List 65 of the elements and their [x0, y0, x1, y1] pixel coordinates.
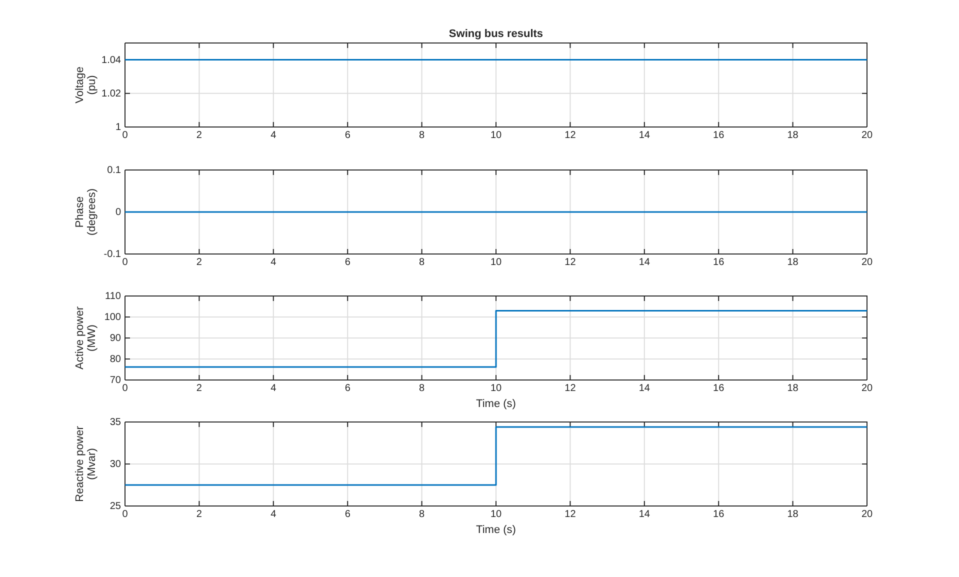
x-tick-label: 4 — [270, 257, 277, 268]
x-axis-title: Time (s) — [476, 524, 516, 536]
x-tick-label: 6 — [344, 130, 351, 142]
y-tick-label: 0 — [115, 207, 122, 218]
x-tick-label: 0 — [122, 509, 128, 520]
x-tick-label: 12 — [564, 130, 576, 142]
x-tick-label: 12 — [564, 257, 576, 268]
y-tick-label: 90 — [110, 333, 122, 344]
x-tick-label: 0 — [122, 130, 128, 142]
x-tick-label: 16 — [713, 383, 725, 394]
x-tick-label: 18 — [787, 130, 799, 142]
x-tick-label: 2 — [196, 383, 202, 394]
x-tick-label: 6 — [344, 509, 351, 520]
x-tick-label: 10 — [490, 509, 502, 520]
x-axis-title: Time (s) — [476, 398, 516, 410]
x-tick-label: 4 — [270, 383, 277, 394]
y-tick-label: 0.1 — [107, 165, 122, 176]
x-tick-label: 12 — [564, 509, 576, 520]
x-tick-label: 14 — [638, 383, 650, 394]
x-tick-label: 14 — [638, 509, 650, 520]
y-tick-label: 25 — [110, 501, 122, 512]
x-tick-label: 20 — [861, 383, 873, 394]
x-tick-label: 8 — [419, 383, 426, 394]
x-tick-label: 12 — [564, 383, 576, 394]
y-tick-label: 35 — [110, 417, 122, 428]
x-tick-label: 14 — [638, 130, 650, 142]
x-tick-label: 16 — [713, 509, 725, 520]
y-tick-label: 30 — [110, 459, 122, 470]
x-tick-label: 8 — [419, 509, 426, 520]
x-tick-label: 20 — [861, 130, 873, 142]
y-axis-title: Voltage (pu) — [74, 66, 98, 104]
y-tick-label: 80 — [110, 354, 122, 366]
x-tick-label: 20 — [861, 509, 873, 520]
y-tick-label: -0.1 — [104, 249, 122, 260]
x-tick-label: 0 — [122, 383, 128, 394]
x-tick-label: 14 — [638, 257, 650, 268]
y-tick-label: 100 — [104, 312, 122, 324]
y-tick-label: 110 — [105, 291, 122, 302]
x-tick-label: 8 — [419, 130, 426, 142]
x-tick-label: 20 — [861, 257, 873, 268]
y-axis-title: Phase (degrees) — [74, 188, 98, 236]
y-tick-label: 1.04 — [102, 55, 122, 66]
chart-title: Swing bus results — [448, 28, 544, 40]
x-tick-label: 10 — [490, 383, 502, 394]
y-tick-label: 1.02 — [102, 88, 122, 100]
x-tick-label: 2 — [196, 257, 202, 268]
x-tick-label: 4 — [270, 130, 277, 142]
x-tick-label: 18 — [787, 257, 799, 268]
x-tick-label: 16 — [713, 130, 725, 142]
x-tick-label: 6 — [344, 257, 351, 268]
y-axis-title: Reactive power (Mvar) — [74, 426, 98, 502]
x-tick-label: 0 — [122, 257, 128, 268]
x-tick-label: 10 — [490, 130, 502, 142]
y-tick-label: 70 — [110, 375, 122, 386]
x-tick-label: 10 — [490, 257, 502, 268]
x-tick-label: 2 — [196, 130, 202, 142]
x-tick-label: 2 — [196, 509, 202, 520]
y-axis-title: Active power (MW) — [74, 306, 98, 370]
x-tick-label: 4 — [270, 509, 277, 520]
x-tick-label: 18 — [787, 383, 799, 394]
x-tick-label: 6 — [344, 383, 351, 394]
y-tick-label: 1 — [115, 122, 122, 134]
x-tick-label: 8 — [419, 257, 426, 268]
x-tick-label: 18 — [787, 509, 799, 520]
x-tick-label: 16 — [713, 257, 725, 268]
